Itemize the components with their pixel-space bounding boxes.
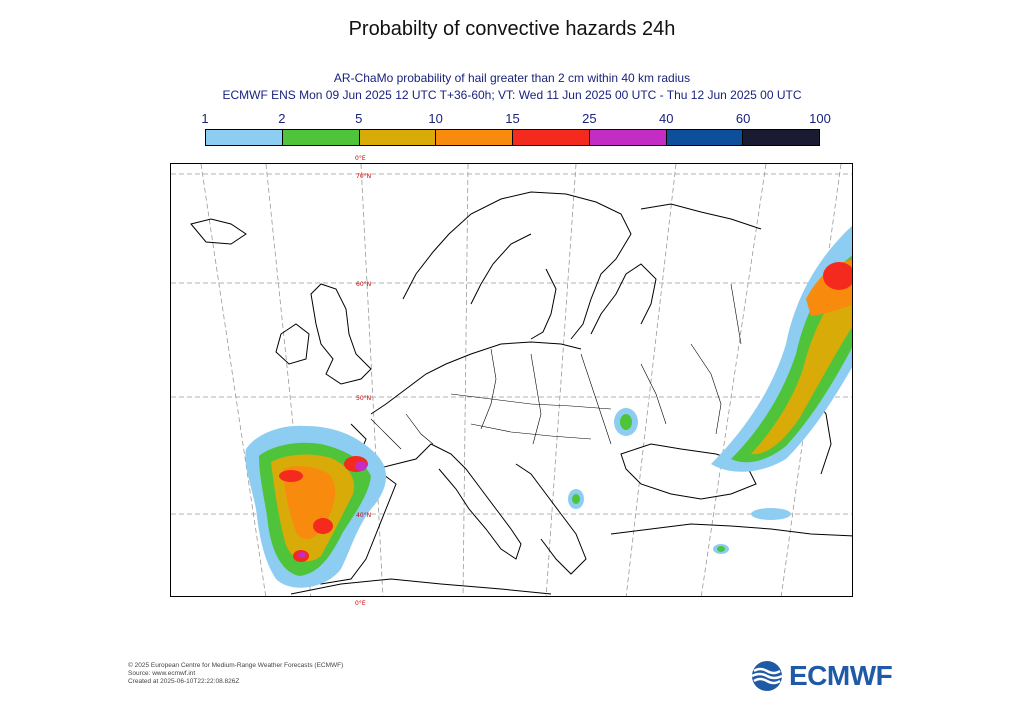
lon-label-top-text: 0°E: [355, 155, 366, 162]
footer-copyright: © 2025 European Centre for Medium-Range …: [128, 662, 344, 669]
legend-swatch: [436, 130, 513, 145]
legend-swatch: [206, 130, 283, 145]
legend-ticks: 1 2 5 10 15 25 40 60 100: [0, 111, 1024, 127]
hail-iberia: [245, 425, 387, 588]
lat-label-60: 60°N: [356, 281, 371, 288]
lat-label-70: 70°N: [356, 173, 371, 180]
subtitle-product: AR-ChaMo probability of hail greater tha…: [333, 71, 691, 85]
coastlines: [190, 191, 852, 595]
ecmwf-logo-icon: [751, 661, 783, 691]
map-panel: 70°N 60°N 50°N 40°N: [170, 163, 853, 597]
legend-tick-label: 2: [278, 111, 286, 126]
legend-tick-label: 1: [201, 111, 209, 126]
footer-created: Created at 2025-06-10T22:22:08.826Z: [128, 678, 240, 685]
lon-label-bottom-text: 0°E: [355, 600, 366, 607]
subtitle-run-info: ECMWF ENS Mon 09 Jun 2025 12 UTC T+36-60…: [222, 88, 802, 102]
legend-tick-label: 100: [809, 111, 831, 126]
legend-swatch: [359, 130, 437, 145]
color-legend: [205, 129, 820, 146]
legend-swatch: [589, 130, 667, 145]
legend-tick-label: 60: [735, 111, 751, 126]
lon-label-top: 0°E: [355, 155, 366, 162]
ecmwf-logo: ECMWF: [748, 660, 893, 692]
legend-tick-label: 15: [505, 111, 520, 126]
legend-tick-label: 25: [582, 111, 597, 126]
country-borders: [370, 283, 742, 450]
footer: © 2025 European Centre for Medium-Range …: [128, 662, 343, 686]
legend-swatch: [282, 130, 360, 145]
hail-small-patches: [568, 408, 791, 554]
hail-eastern-band: [711, 225, 852, 472]
legend-swatch: [666, 130, 744, 145]
lat-label-40: 40°N: [356, 512, 371, 519]
lat-label-50: 50°N: [356, 395, 371, 402]
ecmwf-logo-text: ECMWF: [789, 660, 893, 691]
legend-tick-label: 5: [355, 111, 363, 126]
legend-swatch: [743, 130, 819, 145]
legend-tick-label: 10: [428, 111, 443, 126]
footer-source: Source: www.ecmwf.int: [128, 670, 196, 677]
europe-map: 70°N 60°N 50°N 40°N: [171, 164, 852, 596]
legend-tick-label: 40: [659, 111, 674, 126]
legend-swatch: [513, 130, 590, 145]
page-title: Probabilty of convective hazards 24h: [348, 18, 676, 40]
lon-label-bottom: 0°E: [355, 600, 366, 607]
